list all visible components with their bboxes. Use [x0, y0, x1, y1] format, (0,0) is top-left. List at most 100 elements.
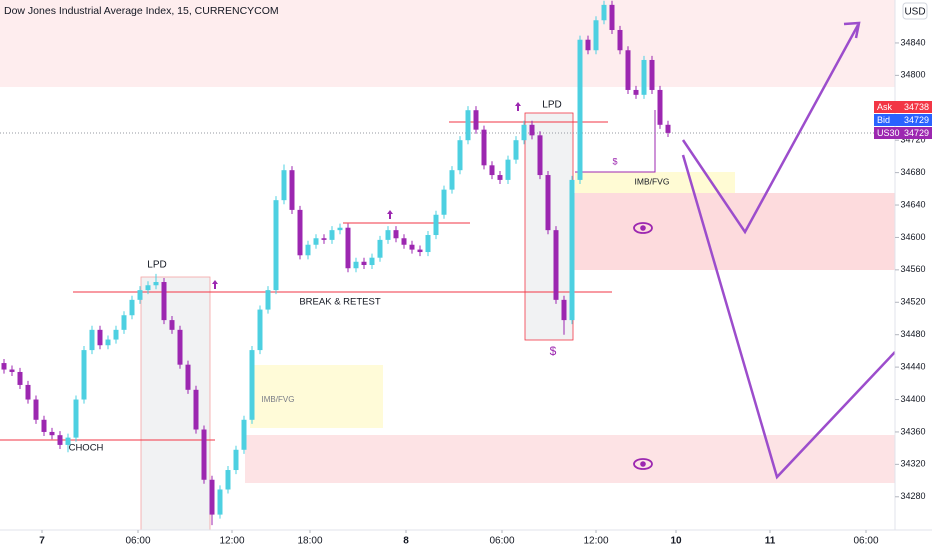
candle-body: [513, 140, 519, 160]
candle-body: [329, 230, 335, 240]
candle-body: [193, 389, 199, 430]
candle-body: [137, 290, 143, 300]
y-tick-label: 34640: [900, 199, 925, 209]
candle-body: [65, 437, 71, 445]
candle-body: [625, 50, 631, 90]
price-label-name: Ask: [877, 102, 893, 112]
x-tick-label: 18:00: [297, 536, 322, 547]
candle-body: [617, 29, 623, 51]
candle-body: [561, 299, 567, 321]
fvg-zone: [250, 365, 383, 428]
candle-body: [313, 238, 319, 245]
candle-body: [289, 170, 295, 210]
projection: [681, 24, 860, 235]
annotation: $: [612, 156, 617, 166]
candle-body: [209, 479, 215, 515]
price-label-name: Bid: [877, 115, 890, 125]
price-label-box: [874, 127, 932, 139]
candle-body: [521, 124, 527, 141]
candle-body: [201, 429, 207, 480]
y-tick-label: 34720: [900, 135, 925, 145]
candle-body: [321, 238, 327, 240]
annotation: CHOCH: [69, 443, 104, 454]
candle-body: [257, 309, 263, 351]
candle-body: [305, 244, 311, 256]
currency: USD: [904, 7, 925, 18]
candle-body: [497, 175, 503, 180]
candle-body: [377, 239, 383, 258]
candle-body: [441, 189, 447, 215]
candle-body: [169, 320, 175, 330]
arrow-up: [212, 102, 521, 289]
candle-body: [353, 261, 359, 269]
supply-zone: [0, 0, 895, 87]
candle-body: [297, 209, 303, 256]
projection: [681, 154, 896, 480]
price-label-value: 34738: [904, 102, 929, 112]
price-label-name: US30: [877, 128, 900, 138]
candle-body: [9, 369, 15, 372]
candle-body: [129, 299, 135, 316]
candle-body: [537, 135, 543, 176]
arrow-head: [843, 21, 861, 39]
candle-body: [49, 431, 55, 436]
candle-body: [425, 235, 431, 253]
candle-body: [657, 89, 663, 125]
candle-body: [649, 59, 655, 90]
annotation: $: [550, 344, 557, 358]
x-tick-label: 11: [765, 536, 776, 547]
candle-body: [577, 39, 583, 180]
candle-body: [369, 257, 375, 265]
candle-body: [113, 329, 119, 340]
price-label-box: [874, 114, 932, 126]
x-tick-label: 06:00: [853, 536, 878, 547]
candle-body: [593, 20, 599, 51]
candle-body: [97, 329, 103, 346]
plot: [1, 0, 671, 526]
y-tick-label: 34280: [900, 491, 925, 501]
candle-body: [457, 140, 463, 171]
y-tick-label: 34360: [900, 426, 925, 436]
x-tick-label: 10: [670, 536, 682, 547]
price-label-value: 34729: [904, 128, 929, 138]
candle-body: [81, 350, 87, 400]
y-tick-label: 34560: [900, 264, 925, 274]
x-tick-label: 7: [39, 536, 45, 547]
candle-body: [89, 329, 95, 351]
y-tick-label: 34800: [900, 70, 925, 80]
candle-body: [225, 470, 231, 490]
candle-body: [345, 227, 351, 269]
candle-body: [481, 129, 487, 166]
candle-body: [569, 179, 575, 321]
level-line: [575, 110, 656, 173]
annotation: LPD: [542, 100, 561, 111]
candle-body: [337, 227, 343, 231]
candle-body: [185, 364, 191, 390]
y-tick-label: 34680: [900, 167, 925, 177]
candle-body: [233, 449, 239, 471]
candle-body: [73, 399, 79, 438]
fvg-zone: [575, 172, 735, 193]
candle-body: [177, 329, 183, 365]
candle-body: [505, 159, 511, 180]
candle-body: [1, 363, 7, 370]
x-tick-label: 06:00: [489, 536, 514, 547]
price-label-box: [874, 101, 932, 113]
candle-body: [105, 339, 111, 346]
candle-body: [385, 230, 391, 240]
y-tick-label: 34320: [900, 459, 925, 469]
y-tick-label: 34600: [900, 232, 925, 242]
candle-body: [417, 249, 423, 253]
range-box: [140, 276, 211, 531]
candle-body: [153, 282, 159, 286]
candle-body: [641, 59, 647, 95]
candle-body: [241, 419, 247, 450]
candle-body: [145, 285, 151, 291]
price-axis: [895, 0, 932, 550]
x-tick-label: 12:00: [219, 536, 244, 547]
candle-body: [41, 419, 47, 432]
annotation: IMB/FVG: [262, 395, 295, 404]
candle-body: [161, 282, 167, 321]
candle-body: [545, 175, 551, 231]
